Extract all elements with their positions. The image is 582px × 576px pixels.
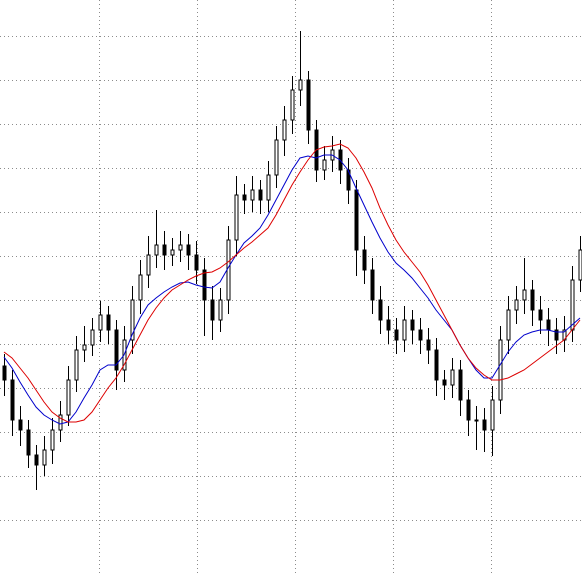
candle-body [186, 244, 191, 256]
candle-body [50, 429, 55, 451]
candle-body [290, 89, 295, 121]
candle-body [138, 274, 143, 301]
candle-body [162, 244, 167, 256]
moving-average-line [3, 143, 581, 423]
candle-body [218, 299, 223, 321]
candle-body [130, 299, 135, 341]
candle-body [578, 249, 582, 281]
candle-body [546, 319, 551, 331]
candle-body [482, 419, 487, 431]
candle-body [34, 454, 39, 466]
candle-body [266, 174, 271, 201]
candle-body [2, 365, 7, 381]
candle-body [418, 329, 423, 341]
candle-body [58, 414, 63, 431]
candle-body [434, 349, 439, 381]
candle-body [522, 289, 527, 301]
candle-body [442, 379, 447, 386]
candle-body [354, 189, 359, 251]
candle-body [514, 299, 519, 311]
candle-body [74, 349, 79, 381]
candle-body [282, 119, 287, 141]
candle-body [250, 189, 255, 201]
candle-body [490, 399, 495, 431]
candle-body [178, 244, 183, 251]
candle-body [498, 339, 503, 401]
candle-body [258, 189, 263, 201]
candle-body [82, 344, 87, 351]
candle-body [234, 194, 239, 241]
candle-body [90, 329, 95, 346]
candle-body [466, 399, 471, 421]
candle-body [98, 314, 103, 331]
candle-body [474, 419, 479, 422]
candle-body [394, 329, 399, 341]
candle-body [506, 309, 511, 341]
candle-body [362, 249, 367, 271]
candle-body [570, 279, 575, 331]
candle-body [298, 79, 303, 91]
candle-body [154, 244, 159, 256]
candle-body [306, 79, 311, 131]
candle-body [538, 309, 543, 321]
candle-body [554, 329, 559, 341]
candle-body [66, 379, 71, 416]
candle-body [170, 249, 175, 256]
candle-body [242, 194, 247, 201]
candle-body [42, 449, 47, 466]
candle-body [426, 339, 431, 351]
candle-body [146, 254, 151, 276]
candle-body [194, 254, 199, 271]
candle-body [458, 369, 463, 401]
candle-body [10, 379, 15, 421]
candle-body [402, 319, 407, 341]
candle-body [18, 419, 23, 431]
candle-body [202, 269, 207, 301]
candle-body [106, 314, 111, 331]
moving-average-line [3, 154, 581, 425]
candle-body [410, 319, 415, 331]
candle-body [450, 369, 455, 386]
candle-body [322, 159, 327, 171]
candle-body [210, 299, 215, 321]
candle-body [530, 289, 535, 311]
candle-body [226, 239, 231, 301]
candle-body [378, 299, 383, 321]
candle-body [274, 139, 279, 176]
candle-body [114, 329, 119, 371]
candle-body [370, 269, 375, 301]
candle-body [26, 429, 31, 456]
candle-body [386, 319, 391, 331]
